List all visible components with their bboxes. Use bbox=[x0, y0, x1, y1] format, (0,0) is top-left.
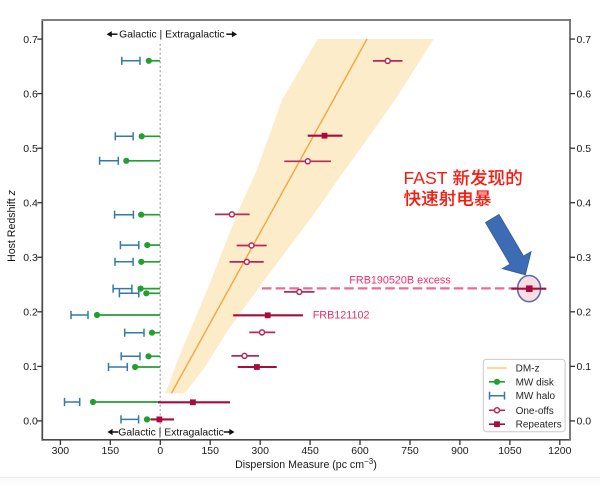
svg-text:Repeaters: Repeaters bbox=[516, 420, 562, 431]
svg-text:0.5: 0.5 bbox=[23, 143, 38, 155]
svg-text:DM-z: DM-z bbox=[516, 364, 540, 375]
svg-text:750: 750 bbox=[401, 445, 419, 457]
svg-text:Dispersion Measure (pc cm−3): Dispersion Measure (pc cm−3) bbox=[235, 457, 377, 471]
svg-text:300: 300 bbox=[251, 445, 269, 457]
svg-text:0.4: 0.4 bbox=[577, 197, 592, 209]
svg-text:0.3: 0.3 bbox=[577, 252, 592, 264]
svg-text:FAST: FAST bbox=[404, 168, 448, 188]
svg-text:0: 0 bbox=[157, 445, 163, 457]
svg-text:FRB190520B excess: FRB190520B excess bbox=[349, 275, 451, 287]
svg-text:0.6: 0.6 bbox=[577, 88, 592, 100]
svg-text:0.4: 0.4 bbox=[23, 197, 38, 209]
svg-text:0.7: 0.7 bbox=[577, 34, 592, 46]
svg-text:900: 900 bbox=[451, 445, 469, 457]
svg-text:0.5: 0.5 bbox=[577, 143, 592, 155]
svg-text:MW halo: MW halo bbox=[516, 391, 556, 402]
svg-text:600: 600 bbox=[351, 445, 369, 457]
svg-text:0.2: 0.2 bbox=[577, 307, 592, 319]
svg-text:0.0: 0.0 bbox=[23, 416, 38, 428]
svg-text:One-offs: One-offs bbox=[516, 406, 554, 417]
svg-text:0.6: 0.6 bbox=[23, 88, 38, 100]
svg-text:0.3: 0.3 bbox=[23, 252, 38, 264]
svg-text:Host Redshift z: Host Redshift z bbox=[6, 189, 18, 262]
svg-text:1050: 1050 bbox=[498, 445, 522, 457]
svg-text:1200: 1200 bbox=[548, 445, 572, 457]
svg-text:0.0: 0.0 bbox=[577, 416, 592, 428]
svg-text:150: 150 bbox=[201, 445, 219, 457]
svg-text:0.7: 0.7 bbox=[23, 34, 38, 46]
svg-text:FRB121102: FRB121102 bbox=[313, 309, 370, 321]
svg-text:0.1: 0.1 bbox=[23, 361, 38, 373]
svg-text:150: 150 bbox=[102, 445, 120, 457]
svg-text:Galactic | Extragalactic: Galactic | Extragalactic bbox=[118, 427, 224, 438]
svg-text:450: 450 bbox=[301, 445, 319, 457]
svg-text:0.2: 0.2 bbox=[23, 307, 38, 319]
svg-text:0.1: 0.1 bbox=[577, 361, 592, 373]
svg-text:Galactic | Extragalactic: Galactic | Extragalactic bbox=[119, 30, 225, 41]
svg-text:MW disk: MW disk bbox=[516, 377, 555, 388]
svg-text:300: 300 bbox=[52, 445, 70, 457]
